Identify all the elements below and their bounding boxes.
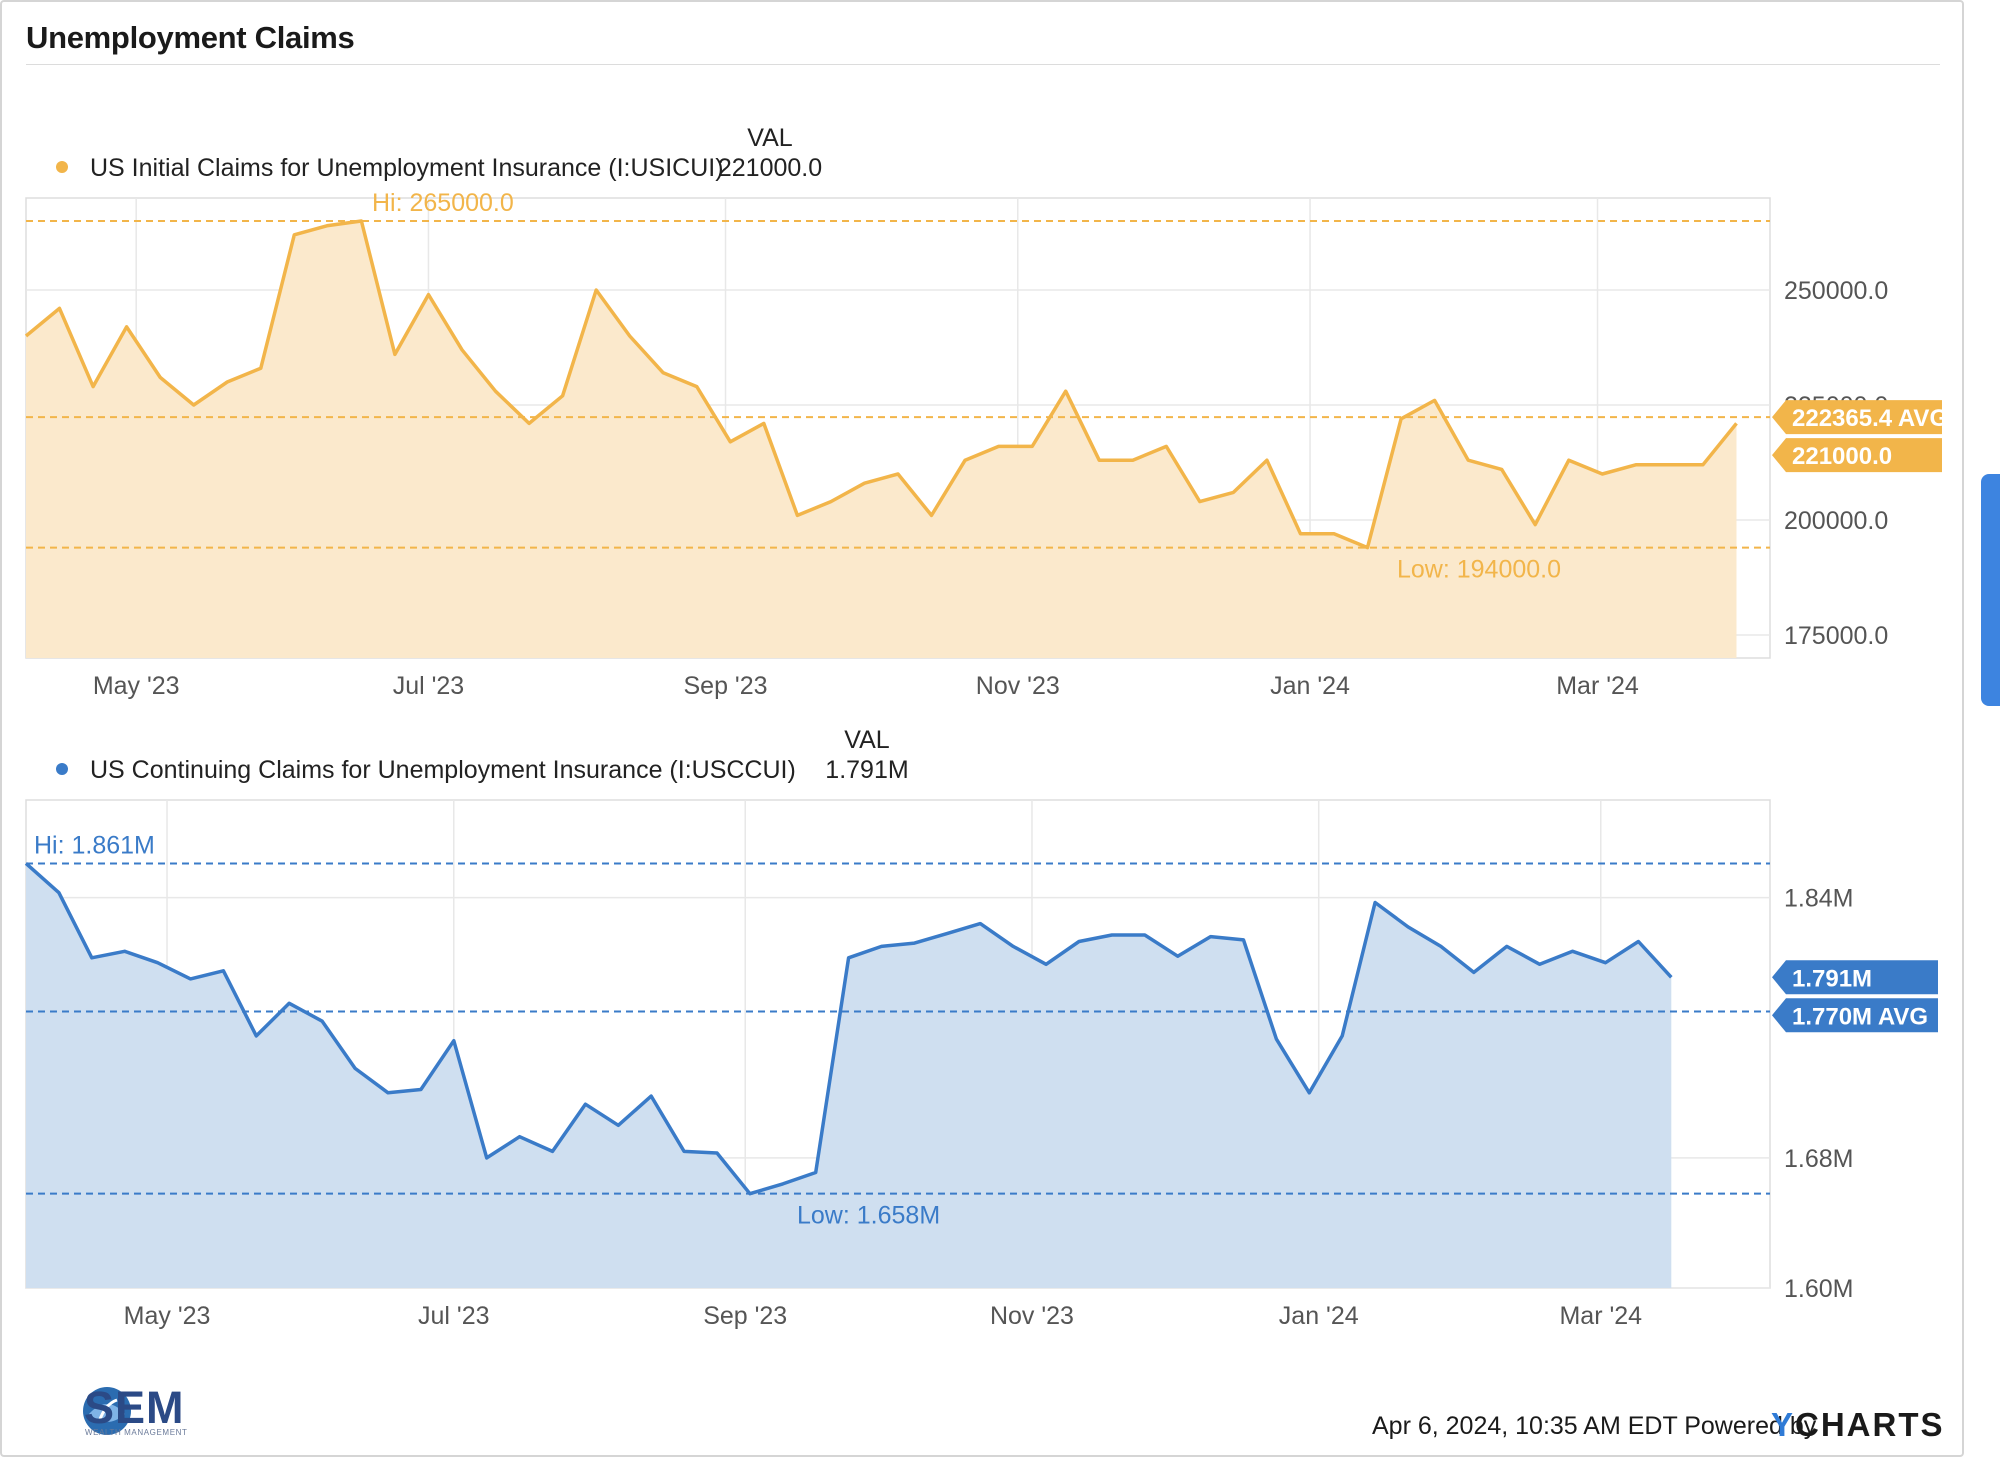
x-tick-label: Nov '23 <box>990 1302 1074 1330</box>
y-tick-label: 1.60M <box>1784 1275 1853 1303</box>
legend-series-name: US Initial Claims for Unemployment Insur… <box>90 154 724 182</box>
y-tick-label: 1.68M <box>1784 1145 1853 1173</box>
legend-header: VAL <box>747 124 792 152</box>
last-value-tag-bg <box>1772 438 1942 473</box>
ycharts-logo[interactable]: YCHARTS <box>1771 1406 1945 1444</box>
side-panel-tab[interactable] <box>1981 474 2000 706</box>
legend-dot <box>56 763 68 775</box>
last-value-tag-bg <box>1772 960 1938 995</box>
footer-timestamp: Apr 6, 2024, 10:35 AM EDT Powered by <box>1372 1412 1817 1440</box>
page-title: Unemployment Claims <box>26 20 355 55</box>
ycharts-logo-y: Y <box>1771 1406 1796 1443</box>
continuing-claims-chart: VAL US Continuing Claims for Unemployment… <box>24 726 1938 1330</box>
sem-logo-icon <box>83 1387 131 1435</box>
ycharts-logo-rest: CHARTS <box>1795 1406 1945 1443</box>
x-tick-label: Nov '23 <box>976 672 1060 700</box>
x-tick-label: Sep '23 <box>684 672 768 700</box>
legend-value: 221000.0 <box>718 154 822 182</box>
logo-text: SEM <box>84 1382 185 1433</box>
x-tick-label: Jul '23 <box>393 672 464 700</box>
x-tick-label: Jan '24 <box>1279 1302 1359 1330</box>
low-label: Low: 194000.0 <box>1397 556 1561 584</box>
low-label: Low: 1.658M <box>797 1202 940 1230</box>
legend-dot <box>56 161 68 173</box>
legend-series-name: US Continuing Claims for Unemployment In… <box>90 756 796 784</box>
avg-tag: 1.770M AVG <box>1792 1003 1928 1030</box>
hi-label: Hi: 265000.0 <box>372 189 514 217</box>
last-value-tag: 221000.0 <box>1792 443 1892 470</box>
avg-tag-bg <box>1772 998 1938 1033</box>
x-tick-label: Sep '23 <box>703 1302 787 1330</box>
legend-header: VAL <box>844 726 889 754</box>
x-tick-label: Jul '23 <box>418 1302 489 1330</box>
x-tick-label: Jan '24 <box>1270 672 1350 700</box>
y-tick-label: 200000.0 <box>1784 507 1888 535</box>
series-line <box>24 862 1673 1196</box>
x-tick-label: Mar '24 <box>1556 672 1639 700</box>
y-tick-label: 175000.0 <box>1784 622 1888 650</box>
series-area <box>26 221 1737 658</box>
avg-tag: 222365.4 AVG <box>1792 405 1948 432</box>
y-tick-label: 1.84M <box>1784 885 1853 913</box>
series-line <box>24 219 1738 550</box>
logo-subtext: WEALTH MANAGEMENT <box>85 1428 188 1437</box>
title-divider <box>26 64 1940 65</box>
legend-value: 1.791M <box>825 756 908 784</box>
initial-claims-chart: VAL US Initial Claims for Unemployment In… <box>24 124 1948 700</box>
last-value-tag: 1.791M <box>1792 965 1872 992</box>
x-tick-label: Mar '24 <box>1559 1302 1642 1330</box>
hi-label: Hi: 1.861M <box>34 831 155 859</box>
x-tick-label: May '23 <box>93 672 180 700</box>
avg-tag-bg <box>1772 400 1942 435</box>
series-area <box>26 863 1672 1288</box>
y-tick-label: 250000.0 <box>1784 277 1888 305</box>
x-tick-label: May '23 <box>124 1302 211 1330</box>
